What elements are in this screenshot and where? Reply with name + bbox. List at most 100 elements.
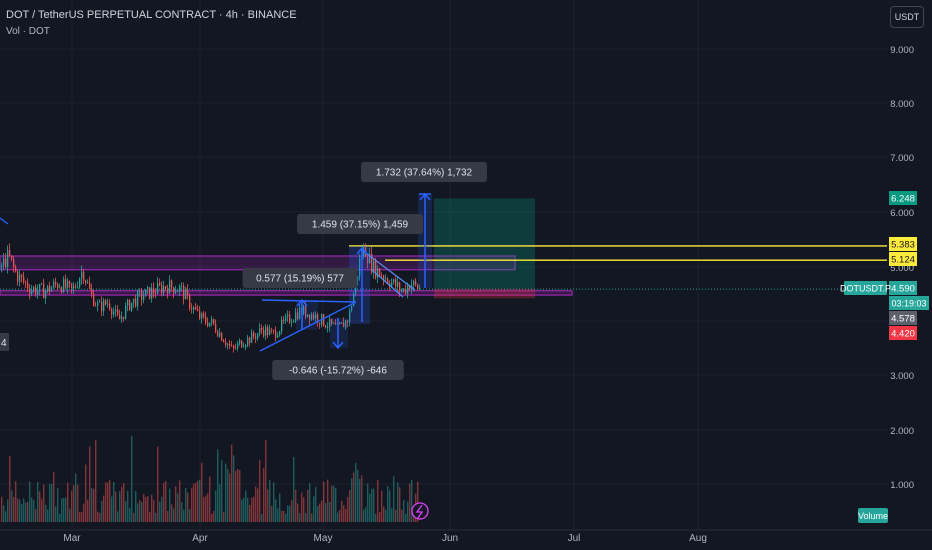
candle-body bbox=[1, 265, 3, 267]
volume-indicator-label[interactable]: Vol · DOT bbox=[6, 26, 50, 37]
candle-body bbox=[185, 289, 187, 300]
long-position-stop-area bbox=[434, 288, 535, 299]
volume-bar bbox=[295, 489, 297, 522]
candle-body bbox=[67, 281, 69, 288]
candle-body bbox=[31, 290, 33, 294]
candle-body bbox=[359, 258, 361, 277]
edge-label: 4 bbox=[1, 338, 7, 349]
countdown-box bbox=[889, 296, 929, 310]
candle-body bbox=[99, 301, 101, 303]
candle-body bbox=[221, 332, 223, 341]
candle-body bbox=[49, 285, 51, 292]
volume-bar bbox=[399, 487, 401, 522]
volume-bar bbox=[75, 473, 77, 522]
volume-bar bbox=[139, 500, 141, 522]
candle-body bbox=[299, 307, 301, 319]
volume-bar bbox=[211, 513, 213, 522]
candle-body bbox=[293, 320, 295, 323]
price-tag-box bbox=[889, 252, 917, 266]
volume-bar bbox=[371, 488, 373, 522]
candle-body bbox=[353, 293, 355, 307]
candle-body bbox=[177, 291, 179, 292]
volume-bar bbox=[255, 486, 257, 522]
measurement-label-box bbox=[297, 214, 423, 234]
candle-body bbox=[33, 287, 35, 291]
volume-bar bbox=[343, 505, 345, 522]
candle-body bbox=[397, 282, 399, 287]
trendline bbox=[371, 269, 404, 298]
price-tag: 5.383 bbox=[891, 240, 915, 251]
volume-bar bbox=[129, 508, 131, 522]
candle-body bbox=[161, 284, 163, 294]
candle-body bbox=[43, 283, 45, 299]
candle-body bbox=[111, 309, 113, 315]
volume-bar bbox=[317, 505, 319, 522]
candle-body bbox=[287, 314, 289, 317]
lightning-icon bbox=[411, 502, 429, 520]
trendline bbox=[0, 217, 9, 225]
volume-bar bbox=[263, 468, 265, 522]
volume-bar bbox=[47, 509, 49, 522]
volume-bar bbox=[411, 479, 413, 522]
volume-bar bbox=[321, 500, 323, 522]
candle-body bbox=[39, 283, 41, 291]
volume-bar bbox=[81, 511, 83, 522]
price-tag: 4.590 bbox=[891, 284, 915, 295]
volume-bar bbox=[107, 482, 109, 522]
candle-body bbox=[281, 319, 283, 332]
volume-bar bbox=[377, 479, 379, 522]
price-tag: 5.124 bbox=[891, 255, 915, 266]
volume-bar bbox=[395, 509, 397, 522]
volume-bar bbox=[93, 488, 95, 522]
candle-body bbox=[279, 331, 281, 336]
volume-bar bbox=[29, 481, 31, 522]
volume-bar bbox=[35, 509, 37, 522]
volume-bar bbox=[119, 491, 121, 522]
candle-body bbox=[333, 322, 335, 324]
candle-body bbox=[133, 298, 135, 303]
candle-body bbox=[325, 325, 327, 328]
candle-body bbox=[3, 258, 5, 266]
candle-body bbox=[413, 280, 415, 286]
candle-body bbox=[19, 274, 21, 282]
volume-bar bbox=[83, 503, 85, 522]
y-tick-label: 3.000 bbox=[890, 371, 914, 382]
volume-bar bbox=[39, 491, 41, 522]
candle-body bbox=[145, 289, 147, 297]
volume-bar bbox=[155, 512, 157, 522]
measurement-label: 1.459 (37.15%) 1,459 bbox=[312, 220, 409, 231]
volume-bar bbox=[235, 470, 237, 522]
candle-body bbox=[93, 293, 95, 306]
candle-body bbox=[295, 312, 297, 321]
candle-body bbox=[339, 322, 341, 324]
candle-body bbox=[265, 327, 267, 336]
candle-body bbox=[381, 275, 383, 277]
candle-body bbox=[311, 314, 313, 320]
volume-bar bbox=[43, 484, 45, 522]
currency-button[interactable]: USDT bbox=[890, 6, 924, 28]
volume-bar bbox=[341, 500, 343, 522]
measurement-label-box bbox=[272, 360, 404, 380]
candle-body bbox=[97, 302, 99, 306]
candle-body bbox=[291, 322, 293, 324]
candle-body bbox=[173, 287, 175, 294]
volume-bar bbox=[265, 439, 267, 522]
volume-bar bbox=[261, 513, 263, 522]
candle-body bbox=[75, 286, 77, 288]
candle-body bbox=[29, 288, 31, 294]
volume-bar bbox=[19, 499, 21, 522]
volume-bar bbox=[335, 487, 337, 522]
volume-bar bbox=[169, 488, 171, 522]
candle-body bbox=[323, 314, 325, 326]
candle-body bbox=[357, 276, 359, 281]
symbol-label: DOTUSDT.P bbox=[840, 284, 891, 294]
candle-body bbox=[379, 268, 381, 276]
volume-bar bbox=[409, 483, 411, 522]
volume-bar bbox=[117, 511, 119, 522]
candle-body bbox=[241, 340, 243, 348]
volume-bar bbox=[25, 502, 27, 522]
candle-body bbox=[383, 276, 385, 280]
candle-body bbox=[261, 328, 263, 331]
measurement-label-box bbox=[361, 162, 487, 182]
